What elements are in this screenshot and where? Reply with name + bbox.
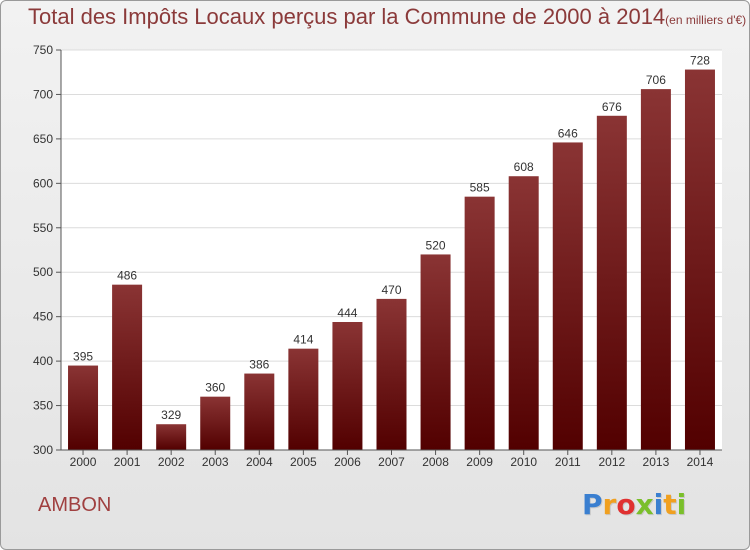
bar-2007 — [376, 298, 407, 450]
bar-2014 — [684, 69, 715, 451]
y-tick-label: 750 — [33, 43, 53, 57]
bar-2008 — [420, 254, 451, 450]
bar-value-label: 520 — [426, 238, 446, 252]
y-tick-label: 500 — [33, 265, 53, 279]
logo-letter: r — [602, 488, 617, 521]
x-tick-label: 2009 — [466, 455, 493, 469]
axes — [56, 49, 722, 455]
bar-2009 — [464, 196, 495, 450]
bar-value-label: 386 — [249, 358, 269, 372]
bar-value-label: 470 — [381, 283, 401, 297]
bar-value-label: 486 — [117, 269, 137, 283]
logo-letter: i — [676, 488, 687, 521]
bar-value-label: 444 — [337, 306, 357, 320]
bar-2011 — [552, 142, 583, 450]
bar-2012 — [596, 115, 627, 451]
bar-2004 — [244, 373, 275, 450]
bar-2003 — [200, 396, 231, 450]
proxiti-logo: Proxiti — [582, 488, 686, 521]
x-tick-label: 2010 — [510, 455, 537, 469]
bar-2002 — [156, 424, 187, 450]
x-tick-label: 2006 — [334, 455, 361, 469]
x-tick-label: 2005 — [290, 455, 317, 469]
commune-name: AMBON — [38, 494, 112, 516]
bar-value-label: 728 — [690, 54, 710, 68]
y-tick-label: 700 — [33, 87, 53, 101]
x-tick-label: 2008 — [422, 455, 449, 469]
logo-letter: i — [653, 488, 664, 521]
bar-2000 — [68, 365, 99, 450]
bar-value-label: 360 — [205, 381, 225, 395]
bar-2013 — [640, 89, 671, 450]
bar-2010 — [508, 176, 539, 450]
bar-value-label: 676 — [602, 100, 622, 114]
x-tick-label: 2000 — [70, 455, 97, 469]
logo-letter: P — [582, 488, 603, 521]
logo-letter: t — [663, 488, 677, 521]
y-tick-label: 350 — [33, 399, 53, 413]
y-tick-label: 450 — [33, 310, 53, 324]
y-tick-label: 650 — [33, 132, 53, 146]
bar-value-label: 329 — [161, 408, 181, 422]
x-tick-label: 2013 — [643, 455, 670, 469]
x-tick-label: 2004 — [246, 455, 273, 469]
bars — [68, 69, 715, 451]
y-tick-label: 300 — [33, 443, 53, 457]
chart-title-unit: (en milliers d'€) — [665, 13, 747, 27]
logo-letter: o — [616, 488, 636, 521]
x-tick-label: 2012 — [598, 455, 625, 469]
bar-value-label: 585 — [470, 181, 490, 195]
bar-value-label: 646 — [558, 126, 578, 140]
y-tick-label: 550 — [33, 221, 53, 235]
x-tick-label: 2002 — [158, 455, 185, 469]
x-tick-label: 2007 — [378, 455, 405, 469]
bar-2005 — [288, 348, 319, 450]
bar-2006 — [332, 322, 363, 450]
chart-title-main: Total des Impôts Locaux perçus par la Co… — [28, 4, 666, 29]
bar-value-label: 706 — [646, 73, 666, 87]
labels: 300 350 400 450 500 550 600 650 700 750 395 2000 486… — [33, 43, 714, 469]
bar-value-label: 395 — [73, 350, 93, 364]
bar-2001 — [112, 284, 143, 450]
y-tick-label: 400 — [33, 354, 53, 368]
bar-value-label: 608 — [514, 160, 534, 174]
logo-letter: x — [635, 488, 654, 521]
y-tick-label: 600 — [33, 176, 53, 190]
chart-title: Total des Impôts Locaux perçus par la Co… — [28, 4, 746, 30]
x-tick-label: 2011 — [555, 455, 581, 469]
bar-value-label: 414 — [293, 333, 313, 347]
x-tick-label: 2014 — [687, 455, 714, 469]
x-tick-label: 2003 — [202, 455, 229, 469]
x-tick-label: 2001 — [114, 455, 141, 469]
